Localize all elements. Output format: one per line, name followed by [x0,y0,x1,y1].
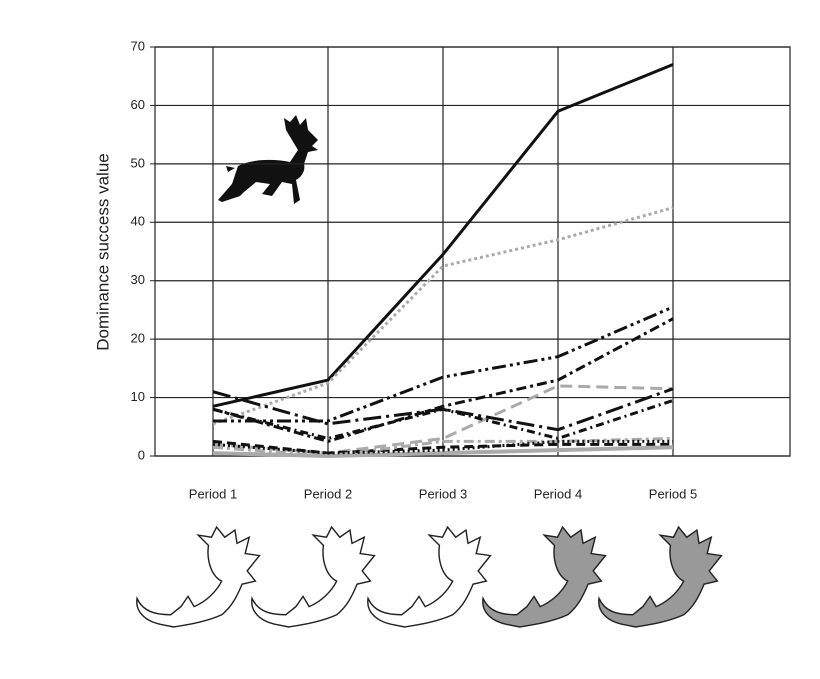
antler [482,526,607,628]
antler [598,526,723,628]
data-line [212,399,674,440]
data-line [213,305,674,423]
y-tick-label: 30 [131,272,145,287]
y-axis-label: Dominance success value [93,153,112,350]
x-tick-label: Period 2 [304,486,352,501]
data-line [212,317,674,443]
x-tick-label: Period 3 [419,486,467,501]
y-tick-label: 40 [131,214,145,229]
data-line [212,63,674,408]
data-line [212,445,674,458]
y-tick-label: 50 [131,155,145,170]
data-line [212,436,674,458]
plot-border [154,46,791,457]
y-tick-label: 20 [131,331,145,346]
x-tick-label: Period 5 [649,486,697,501]
y-tick-label: 0 [138,447,145,462]
y-tick-label: 70 [131,38,145,53]
x-tick-label: Period 1 [189,486,237,501]
data-line [212,439,673,455]
deer-silhouette [218,115,318,204]
y-tick-label: 60 [131,97,145,112]
antler-drawings [136,526,723,628]
antler [251,526,376,628]
data-line [212,387,674,432]
x-tick-label: Period 4 [534,486,582,501]
antler [367,526,492,628]
antler [136,526,261,628]
y-tick-label: 10 [131,389,145,404]
